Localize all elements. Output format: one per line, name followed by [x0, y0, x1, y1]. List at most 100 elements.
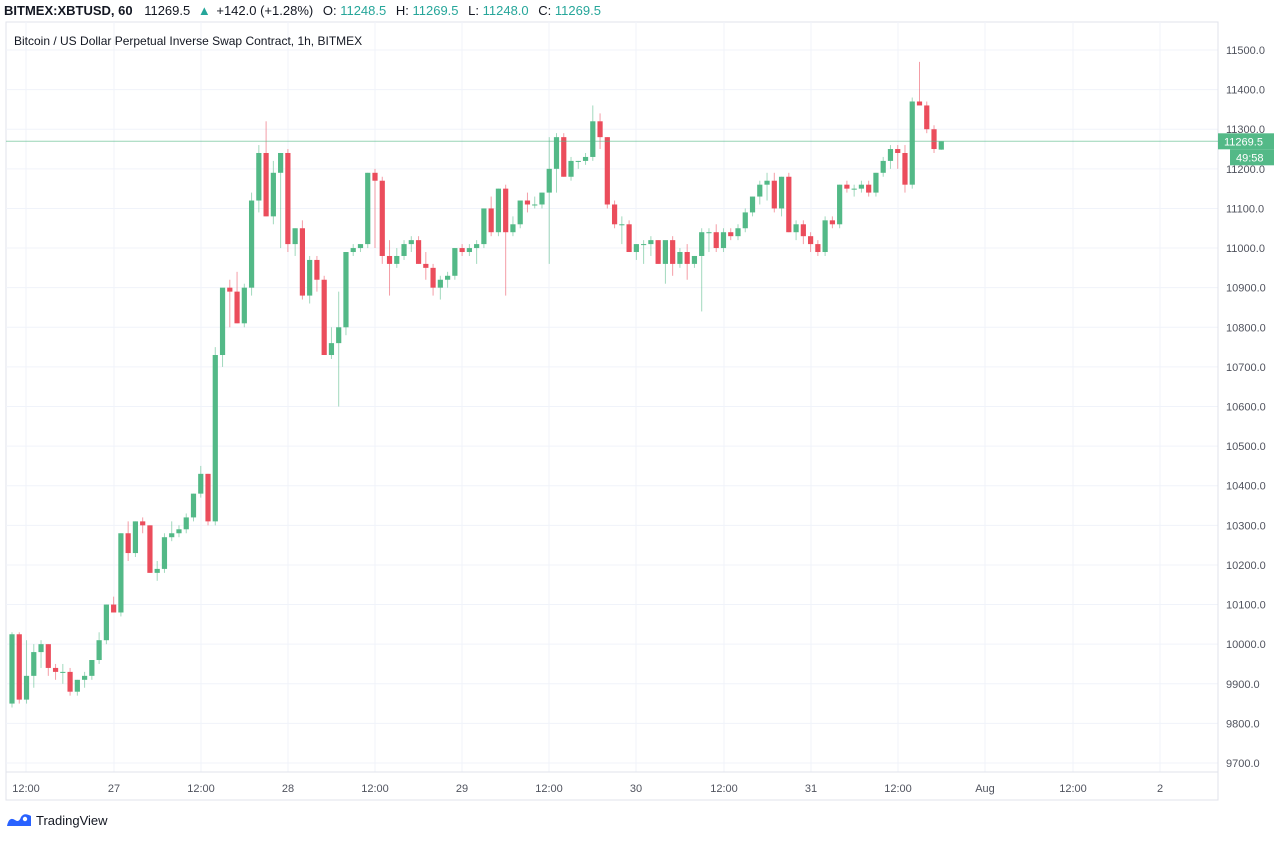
candle-body [408, 240, 414, 245]
candle-body [343, 252, 349, 328]
candle-body [328, 343, 335, 356]
candle-body [169, 533, 175, 538]
candle-body [365, 172, 371, 245]
candle-body [263, 152, 269, 217]
time-tick-label: 12:00 [1059, 783, 1087, 795]
candle-body [561, 137, 567, 177]
price-badge-label: 11269.5 [1224, 136, 1263, 148]
candle-body [887, 149, 894, 161]
candle-body [495, 188, 502, 233]
price-tick-label: 11200.0 [1226, 164, 1265, 176]
candle-body [394, 255, 400, 264]
candle-body [938, 141, 944, 150]
chart-legend-title: Bitcoin / US Dollar Perpetual Inverse Sw… [14, 34, 362, 48]
price-tick-label: 10900.0 [1226, 283, 1266, 295]
candle-body [844, 184, 850, 189]
candle-body [227, 287, 233, 292]
candle-body [307, 259, 313, 296]
candle-body [866, 184, 872, 193]
candle-body [9, 634, 15, 704]
candle-body [321, 279, 327, 356]
candle-body [161, 537, 168, 569]
candle-body [401, 244, 407, 256]
candle-body [147, 525, 153, 573]
price-tick-label: 11500.0 [1226, 45, 1265, 57]
candle-body [125, 533, 131, 554]
triangle-up-icon: ▲ [197, 3, 211, 18]
candle-body [474, 244, 480, 249]
time-tick-label: 12:00 [535, 783, 563, 795]
candle-body [437, 279, 443, 288]
candle-body [16, 634, 22, 700]
tradingview-branding[interactable]: TradingView [6, 810, 108, 830]
candle-body [713, 232, 719, 249]
time-axis[interactable]: 12:00 27 12:00 28 12:00 29 12:00 30 12:00 31 12:00… [12, 783, 1163, 795]
candle-body [858, 184, 865, 189]
candle-body [23, 675, 30, 700]
price-tick-label: 10500.0 [1226, 441, 1266, 453]
tradingview-name: TradingView [36, 812, 108, 828]
price-tick-label: 11400.0 [1226, 85, 1265, 97]
candle-body [706, 232, 712, 234]
candle-body [684, 252, 690, 264]
price-axis[interactable]: 11500.0 11400.0 11300.0 11200.0 11100.0 11000… [1226, 45, 1266, 770]
candle-body [423, 263, 429, 268]
candle-body [902, 152, 908, 185]
price-tick-label: 11100.0 [1226, 203, 1264, 215]
candle-body [357, 244, 364, 249]
candle-body [372, 172, 378, 181]
candle-body [619, 224, 625, 226]
candle-body [778, 176, 785, 209]
price-tick-label: 10700.0 [1226, 362, 1266, 374]
candle-body [699, 232, 705, 256]
candle-body [553, 137, 560, 169]
candle-body [735, 228, 741, 237]
candle-body [241, 287, 247, 324]
candle-body [118, 533, 124, 613]
candle-body [546, 168, 552, 193]
candle-body [256, 152, 262, 201]
candle-body [800, 224, 806, 237]
candle-body [517, 200, 523, 225]
price-tick-label: 10000.0 [1226, 639, 1266, 651]
last-price: 11269.5 [144, 3, 191, 18]
candle-body [568, 160, 574, 177]
candle-body [38, 644, 44, 653]
chart-pane[interactable] [5, 21, 1219, 801]
candle-body [292, 228, 298, 245]
countdown-label: 49:58 [1236, 152, 1264, 164]
candle-body [45, 644, 51, 668]
candle-body [176, 529, 182, 534]
grid-lines [6, 22, 1218, 772]
candle-body [771, 180, 777, 209]
candle-body [837, 184, 843, 225]
candle-body [720, 232, 727, 249]
candle-body [786, 176, 792, 233]
time-tick-label: 12:00 [710, 783, 738, 795]
symbol-label[interactable]: BITMEX:XBTUSD, 60 [4, 3, 133, 18]
price-tick-label: 11000.0 [1226, 243, 1265, 255]
candle-body [299, 228, 305, 296]
close-label: C: [538, 3, 552, 18]
candle-body [452, 248, 458, 276]
price-tick-label: 10300.0 [1226, 520, 1266, 532]
candle-body [793, 224, 799, 233]
candles-layer [9, 61, 944, 708]
candle-body [386, 255, 393, 264]
candle-body [314, 259, 320, 280]
candle-body [379, 180, 385, 256]
time-tick-label: 12:00 [187, 783, 215, 795]
candle-body [575, 160, 581, 162]
candle-body [597, 121, 603, 138]
candle-body [74, 679, 80, 692]
candle-body [633, 244, 639, 253]
candle-body [103, 604, 109, 641]
candle-body [691, 255, 698, 264]
candle-body [909, 101, 915, 185]
candle-body [924, 105, 930, 130]
low-value: 11248.0 [482, 3, 529, 18]
candle-body [67, 671, 73, 692]
open-value: 11248.5 [340, 3, 387, 18]
candle-body [582, 156, 589, 161]
